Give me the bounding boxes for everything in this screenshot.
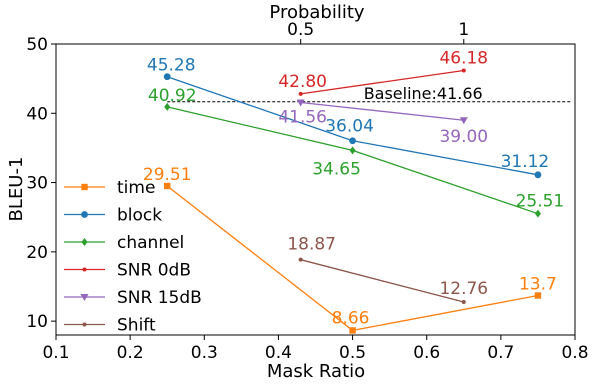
- series-line: [300, 259, 464, 303]
- data-label: 42.80: [278, 72, 327, 92]
- legend-item: time: [64, 178, 155, 198]
- data-point: [349, 327, 356, 334]
- data-label: 25.51: [516, 192, 565, 212]
- data-label: 8.66: [332, 308, 370, 328]
- y-axis-label: BLEU-1: [6, 157, 27, 222]
- data-label: 46.18: [439, 48, 488, 68]
- legend-item: block: [64, 206, 162, 226]
- series-time: 29.51 8.66 13.7: [143, 165, 557, 334]
- series-line: [300, 69, 464, 95]
- series-layer: 29.51 8.66 13.7 45.28 36.04 31.12 40.92 34.65 25…: [143, 48, 564, 334]
- x-tick-label: 0.1: [42, 343, 69, 363]
- legend-marker: [82, 267, 87, 272]
- data-point: [349, 146, 356, 155]
- series-block: 45.28 36.04 31.12: [147, 56, 549, 179]
- legend-label: block: [117, 206, 162, 226]
- x-tick-label: 0.6: [413, 343, 440, 363]
- top-tick-label: 0.5: [287, 20, 314, 40]
- legend: time block channel SNR 0dB SNR 15dB Shift: [64, 178, 202, 336]
- data-point: [461, 68, 466, 73]
- legend-label: SNR 0dB: [117, 261, 191, 281]
- data-point: [534, 292, 542, 299]
- data-point: [461, 300, 466, 305]
- legend-item: SNR 15dB: [64, 288, 202, 308]
- data-label: 12.76: [439, 279, 488, 299]
- series-snr-0db: 42.80 46.18: [278, 48, 488, 96]
- legend-label: SNR 15dB: [117, 288, 202, 308]
- data-point: [534, 209, 541, 218]
- data-label: 31.12: [501, 152, 550, 172]
- baseline-label: Baseline:41.66: [364, 84, 483, 103]
- data-point: [164, 102, 171, 111]
- series-channel: 40.92 34.65 25.51: [148, 86, 564, 218]
- series-line: [300, 101, 464, 121]
- x-tick-label: 0.7: [487, 343, 514, 363]
- data-point: [459, 117, 468, 125]
- y-tick-label: 40: [26, 104, 48, 124]
- legend-marker: [81, 183, 88, 191]
- data-label: 18.87: [287, 235, 336, 255]
- y-tick-label: 10: [26, 312, 48, 332]
- axis-ticks: 0.1 0.2 0.3 0.4 0.5 0.6 0.7 0.8 10 20 30 40 50 0.5 1: [26, 20, 588, 363]
- y-tick-label: 50: [26, 35, 48, 55]
- data-point: [298, 91, 303, 96]
- data-point: [296, 99, 305, 107]
- x-tick-label: 0.3: [191, 343, 218, 363]
- x-tick-label: 0.2: [117, 343, 144, 363]
- legend-marker: [81, 238, 88, 246]
- legend-item: SNR 0dB: [64, 261, 191, 281]
- data-label: 40.92: [148, 86, 197, 106]
- data-point: [164, 182, 171, 190]
- y-tick-label: 30: [26, 174, 48, 194]
- data-label: 34.65: [312, 159, 361, 179]
- legend-marker: [80, 294, 89, 301]
- legend-marker: [82, 322, 87, 327]
- legend-label: channel: [117, 233, 184, 253]
- data-label: 45.28: [147, 56, 196, 76]
- data-label: 36.04: [325, 117, 374, 137]
- data-point: [298, 257, 303, 262]
- top-tick-label: 1: [458, 20, 469, 40]
- x-tick-label: 0.5: [339, 343, 366, 363]
- legend-item: Shift: [64, 316, 156, 336]
- legend-marker: [81, 211, 88, 218]
- x-axis-label: Mask Ratio: [267, 361, 365, 382]
- series-shift: 18.87 12.76: [287, 235, 488, 305]
- data-label: 39.00: [439, 127, 488, 147]
- data-point: [163, 73, 171, 81]
- data-label: 41.56: [278, 107, 327, 127]
- legend-item: channel: [64, 233, 184, 253]
- top-axis-label: Probability: [269, 2, 364, 23]
- data-label: 29.51: [143, 165, 192, 185]
- plot-frame: [55, 43, 576, 336]
- data-point: [349, 137, 356, 145]
- data-point: [534, 171, 542, 179]
- y-tick-label: 20: [26, 243, 48, 263]
- legend-label: time: [117, 178, 155, 198]
- series-snr-15db: 41.56 39.00: [278, 99, 488, 147]
- data-label: 13.7: [519, 275, 557, 295]
- x-tick-label: 0.8: [561, 343, 588, 363]
- x-tick-label: 0.4: [265, 343, 292, 363]
- legend-label: Shift: [117, 316, 156, 336]
